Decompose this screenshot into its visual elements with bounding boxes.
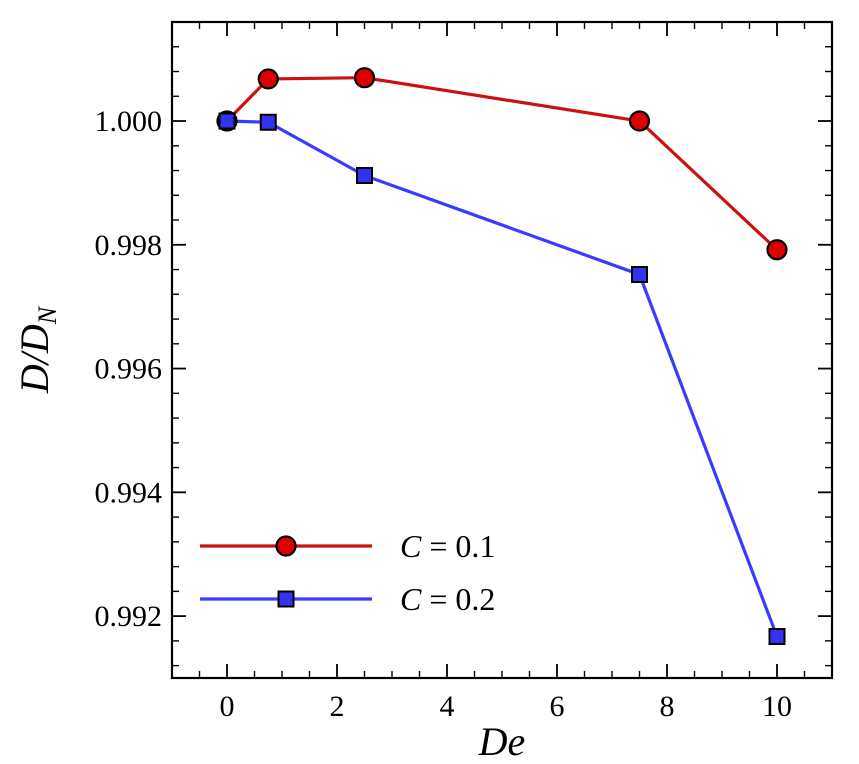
plot-lines bbox=[225, 76, 779, 638]
data-point-series-2 bbox=[768, 628, 786, 646]
x-tick-label: 0 bbox=[220, 690, 235, 723]
x-tick-label: 8 bbox=[660, 690, 675, 723]
x-tick-label: 4 bbox=[440, 690, 455, 723]
data-point-series-2 bbox=[218, 112, 236, 130]
x-tick-label: 6 bbox=[550, 690, 565, 723]
legend-marker-1 bbox=[275, 535, 297, 557]
data-point-series-1 bbox=[257, 68, 279, 90]
y-tick-label: 1.000 bbox=[95, 105, 163, 138]
y-axis-title-sub: N bbox=[33, 305, 62, 325]
y-tick-label: 0.996 bbox=[95, 353, 163, 386]
markers bbox=[216, 67, 788, 646]
x-tick-label: 10 bbox=[762, 690, 792, 723]
x-axis-title: De bbox=[478, 719, 526, 764]
y-tick-label: 0.998 bbox=[95, 229, 163, 262]
data-point-series-2 bbox=[259, 113, 277, 131]
series-line-2 bbox=[226, 119, 779, 638]
y-axis-title: D/DN bbox=[12, 305, 62, 394]
x-tick-label: 2 bbox=[330, 690, 345, 723]
data-point-series-1 bbox=[353, 67, 376, 89]
tick-marks bbox=[171, 21, 833, 678]
legend-label-2: C = 0.2 bbox=[400, 581, 495, 617]
y-axis-title-main: D/D bbox=[12, 324, 57, 394]
data-point-series-2 bbox=[631, 265, 648, 283]
legend-label-1: C = 0.1 bbox=[400, 528, 495, 564]
tick-labels: 0 2 4 6 8 10 0.992 0.994 0.996 0.998 1.000 bbox=[95, 105, 793, 723]
legend-marker-2 bbox=[277, 590, 295, 608]
legend: C = 0.1 C = 0.2 bbox=[200, 528, 495, 617]
y-tick-label: 0.992 bbox=[95, 600, 163, 633]
data-point-series-1 bbox=[628, 110, 651, 132]
y-tick-label: 0.994 bbox=[95, 476, 163, 509]
data-point-series-1 bbox=[766, 239, 788, 261]
data-point-series-2 bbox=[356, 166, 373, 184]
